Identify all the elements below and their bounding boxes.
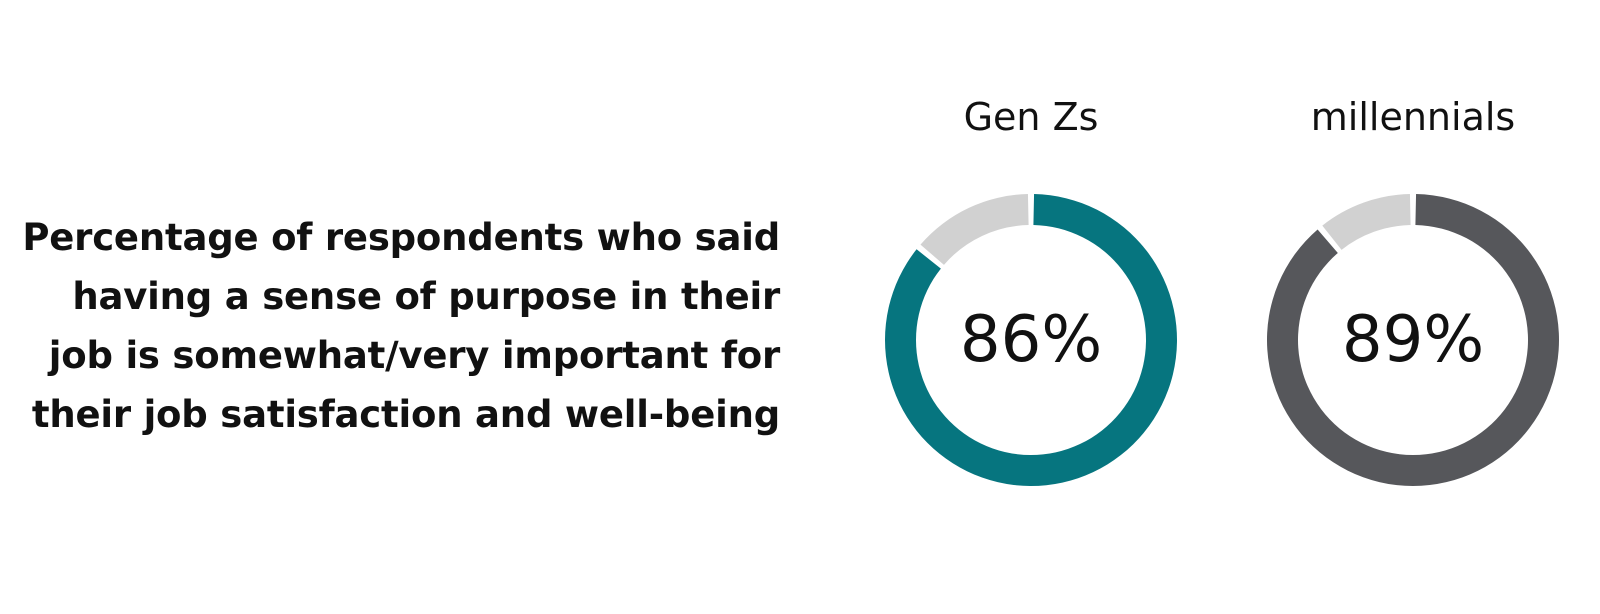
donut-svg: 89% (1267, 194, 1559, 486)
donut-remainder-segment (1322, 194, 1411, 250)
donut-value-label: 89% (1342, 303, 1484, 377)
donut-chart-gen-zs: Gen Zs 86% (881, 95, 1201, 505)
donut-remainder-segment (920, 194, 1029, 265)
chart-description: Percentage of respondents who said havin… (22, 216, 780, 436)
donut-chart-millennials: millennials 89% (1263, 95, 1583, 505)
donut-title: Gen Zs (963, 95, 1099, 139)
donut-value-label: 86% (960, 303, 1102, 377)
donut-svg: 86% (885, 194, 1177, 486)
donut-title: millennials (1310, 95, 1516, 139)
